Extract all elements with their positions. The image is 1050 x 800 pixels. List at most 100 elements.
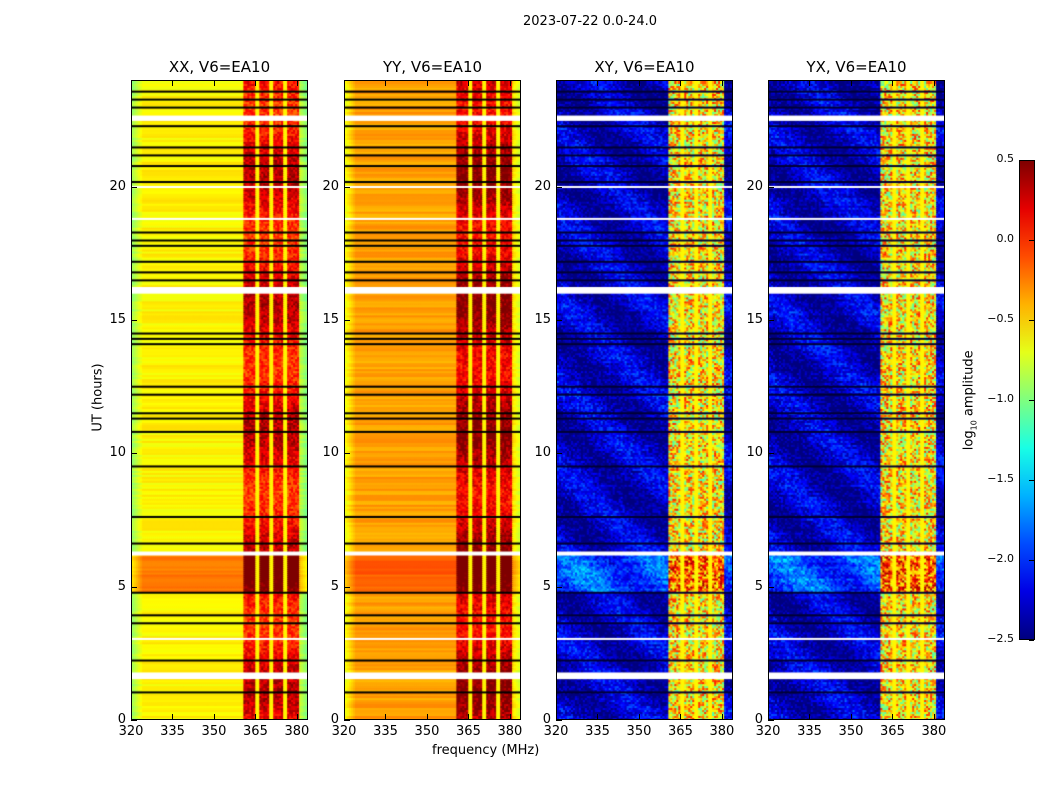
colorbar-tick-mark xyxy=(1029,560,1034,561)
y-tick-mark xyxy=(131,586,137,588)
x-tick-label: 380 xyxy=(921,724,947,739)
x-tick-mark xyxy=(213,714,215,720)
y-tick-mark xyxy=(556,586,562,588)
panel-title: XY, V6=EA10 xyxy=(594,58,695,76)
x-tick-label: 380 xyxy=(284,724,310,739)
x-tick-mark xyxy=(597,80,599,86)
x-tick-mark xyxy=(344,80,345,86)
y-tick-label: 20 xyxy=(322,178,339,194)
y-tick-label: 10 xyxy=(322,445,339,461)
x-axis-label: frequency (MHz) xyxy=(432,743,540,758)
x-tick-mark xyxy=(131,714,132,720)
colorbar-tick-mark xyxy=(1029,320,1034,321)
x-tick-mark xyxy=(296,714,298,720)
y-tick-label: 5 xyxy=(542,578,551,594)
x-tick-label: 335 xyxy=(373,724,398,739)
colorbar-tick-label: −1.0 xyxy=(987,392,1014,405)
colorbar-tick-mark xyxy=(1029,160,1034,161)
x-tick-mark xyxy=(933,80,935,86)
colorbar-tick-mark xyxy=(1029,240,1034,241)
x-tick-mark xyxy=(556,714,557,720)
x-tick-label: 320 xyxy=(118,724,144,739)
heatmap-cells xyxy=(132,81,307,719)
y-tick-label: 0 xyxy=(542,712,551,727)
panel-title: YY, V6=EA10 xyxy=(382,58,483,76)
x-tick-label: 365 xyxy=(243,724,268,739)
heatmap-panel xyxy=(768,80,945,720)
x-tick-mark xyxy=(768,80,769,86)
colorbar-tick-label: −1.5 xyxy=(987,472,1014,485)
x-tick-mark xyxy=(509,80,511,86)
x-tick-mark xyxy=(809,714,811,720)
x-tick-mark xyxy=(680,714,682,720)
y-tick-label: 15 xyxy=(322,312,339,327)
colorbar-tick-mark xyxy=(1029,640,1034,641)
x-tick-label: 320 xyxy=(331,724,357,739)
colorbar-tick-label: −0.5 xyxy=(987,312,1014,325)
x-tick-label: 350 xyxy=(201,724,227,739)
x-tick-label: 335 xyxy=(797,724,822,739)
x-tick-label: 350 xyxy=(838,724,864,739)
x-tick-mark xyxy=(638,714,640,720)
y-tick-label: 5 xyxy=(754,578,763,594)
heatmap-panel xyxy=(556,80,733,720)
y-tick-label: 15 xyxy=(746,312,763,327)
x-tick-mark xyxy=(385,80,387,86)
y-tick-label: 15 xyxy=(534,312,551,327)
y-tick-label: 5 xyxy=(330,578,339,594)
colorbar-tick-label: 0.5 xyxy=(996,152,1015,165)
x-tick-label: 350 xyxy=(414,724,440,739)
panel-title: XX, V6=EA10 xyxy=(168,58,271,76)
y-tick-label: 0 xyxy=(330,712,339,727)
y-tick-mark xyxy=(131,320,137,321)
y-tick-mark xyxy=(344,586,350,588)
x-tick-mark xyxy=(255,80,257,86)
y-tick-mark xyxy=(556,720,562,721)
y-tick-label: 10 xyxy=(746,445,763,461)
x-tick-label: 320 xyxy=(543,724,569,739)
x-tick-label: 335 xyxy=(160,724,185,739)
y-tick-mark xyxy=(768,586,774,588)
y-tick-mark xyxy=(131,186,137,188)
x-tick-mark xyxy=(213,80,215,86)
x-tick-mark xyxy=(892,714,894,720)
y-tick-label: 0 xyxy=(754,712,763,727)
x-tick-mark xyxy=(933,714,935,720)
x-tick-mark xyxy=(426,80,428,86)
x-tick-mark xyxy=(131,80,132,86)
y-tick-mark xyxy=(556,320,562,321)
x-tick-mark xyxy=(809,80,811,86)
figure-title: 2023-07-22 0.0-24.0 xyxy=(523,14,657,29)
x-tick-label: 365 xyxy=(456,724,481,739)
colorbar-tick-mark xyxy=(1029,480,1034,481)
y-tick-mark xyxy=(344,453,350,455)
x-tick-mark xyxy=(509,714,511,720)
x-tick-mark xyxy=(468,80,470,86)
x-tick-mark xyxy=(768,714,769,720)
x-tick-mark xyxy=(850,80,852,86)
x-tick-label: 380 xyxy=(497,724,523,739)
x-tick-mark xyxy=(468,714,470,720)
heatmap-cells xyxy=(769,81,944,719)
heatmap-panel xyxy=(344,80,521,720)
x-tick-mark xyxy=(172,714,174,720)
colorbar xyxy=(1019,160,1035,640)
y-tick-mark xyxy=(556,453,562,455)
heatmap-cells xyxy=(557,81,732,719)
colorbar-tick-label: −2.5 xyxy=(987,632,1014,645)
y-tick-label: 10 xyxy=(534,445,551,461)
y-tick-mark xyxy=(768,720,774,721)
colorbar-tick-mark xyxy=(1029,400,1034,401)
x-tick-label: 350 xyxy=(626,724,652,739)
x-tick-label: 365 xyxy=(880,724,905,739)
x-tick-mark xyxy=(556,80,557,86)
x-tick-mark xyxy=(892,80,894,86)
y-tick-mark xyxy=(344,720,350,721)
y-tick-mark xyxy=(344,320,350,321)
x-tick-mark xyxy=(721,80,723,86)
y-tick-label: 10 xyxy=(109,445,126,461)
y-tick-mark xyxy=(556,186,562,188)
x-tick-mark xyxy=(385,714,387,720)
x-tick-mark xyxy=(344,714,345,720)
y-axis-label: UT (hours) xyxy=(90,363,106,432)
